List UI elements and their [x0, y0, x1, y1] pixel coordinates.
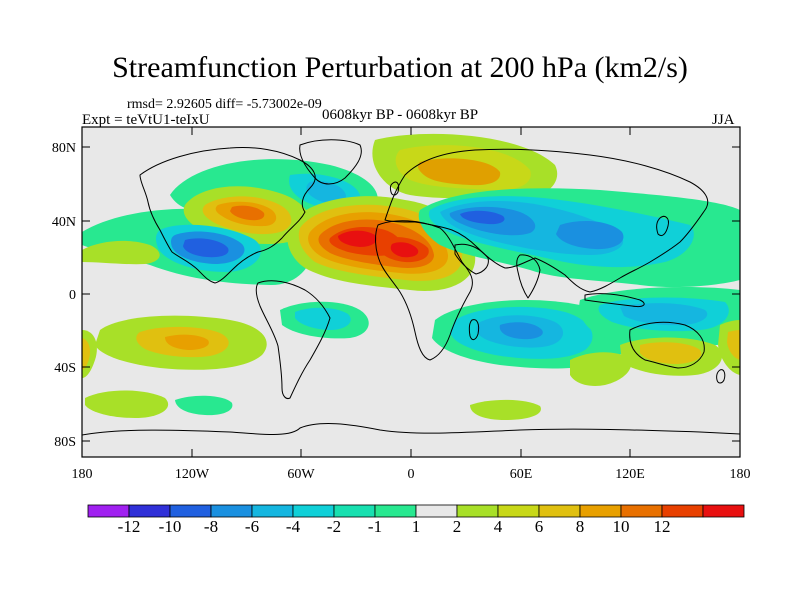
coastline-greenland [299, 139, 362, 185]
coastline-india [516, 254, 541, 299]
coastline-antarctica [82, 423, 740, 436]
colorbar-label: -10 [158, 517, 182, 536]
coastline-eurasia [384, 148, 709, 293]
x-tick-label: 120W [175, 467, 210, 482]
contour-australia-pos-4 [640, 342, 702, 364]
colorbar-swatch [128, 504, 171, 518]
y-tick-label: 80N [52, 141, 76, 156]
x-tick-label: 180 [72, 467, 93, 482]
colorbar-label: 12 [653, 517, 671, 536]
contour-indian-neg-6 [499, 322, 543, 340]
contour-canada-neg-4 [306, 180, 346, 204]
y-tick-label: 40S [54, 361, 76, 376]
chart-title: Streamfunction Perturbation at 200 hPa (… [112, 51, 688, 84]
x-tick-label: 60E [510, 467, 533, 482]
contour-southern-pos-1 [85, 390, 169, 418]
colorbar-swatch [374, 504, 417, 518]
contour-atlantic-pos-12 [338, 230, 377, 247]
colorbar-swatch [538, 504, 581, 518]
coastline-indonesia [584, 293, 645, 307]
colorbar-label: -12 [117, 517, 141, 536]
contour-southern-neg-1 [175, 395, 233, 416]
x-tick-label: 120E [615, 467, 645, 482]
contour-arctic-europe-6 [417, 158, 501, 186]
coastline-arabia [454, 243, 489, 275]
colorbar-swatch [169, 504, 212, 518]
x-tick-label: 0 [408, 467, 415, 482]
contour-spac-neg-4 [620, 303, 708, 326]
period-text: 0608kyr BP - 0608kyr BP [322, 107, 479, 123]
colorbar-swatch [210, 504, 253, 518]
contour-fill-layer [82, 133, 740, 420]
colorbar-swatch [87, 504, 130, 518]
coastline-madagascar [468, 319, 480, 341]
contour-mexico-neg-6 [183, 238, 229, 258]
contour-tropical-pac-pos [82, 240, 160, 265]
colorbar-swatch [333, 504, 376, 518]
coastline-north-america [139, 147, 316, 284]
coastline-africa [375, 220, 473, 361]
colorbar-label: -4 [285, 517, 301, 536]
season-text: JJA [712, 112, 735, 128]
colorbar-swatch [579, 504, 622, 518]
coastline-japan [656, 215, 669, 237]
contour-spacific-pos-6 [165, 334, 209, 350]
contour-easia-neg-6 [556, 220, 624, 250]
colorbar-label: -1 [367, 517, 383, 536]
contour-namerica-pos-8 [230, 205, 265, 221]
contour-southern-pos-2 [470, 399, 541, 420]
colorbar-swatch [251, 504, 294, 518]
colorbar-swatch [661, 504, 704, 518]
contour-sw-pac-pos-4 [82, 338, 90, 370]
coastline-south-america [255, 280, 331, 399]
contour-asia-neg-8 [460, 210, 505, 225]
experiment-text: Expt = teVtU1-teIxU [82, 112, 210, 128]
contour-s-indian-pos [570, 352, 632, 386]
colorbar-swatch [702, 504, 745, 518]
coastlines [82, 139, 740, 436]
contour-africa-pos-12 [390, 242, 419, 258]
colorbar [87, 504, 745, 518]
y-tick-labels: 80N 40N 0 40S 80S [52, 141, 76, 450]
coastline-australia [629, 321, 705, 369]
contour-satlantic-neg-2 [295, 307, 351, 330]
contour-wpac-neg [700, 230, 740, 262]
y-tick-label: 40N [52, 215, 76, 230]
x-tick-label: 180 [730, 467, 751, 482]
colorbar-label: -8 [203, 517, 219, 536]
coastline-new-zealand [716, 369, 726, 384]
colorbar-label: 10 [612, 517, 630, 536]
y-tick-label: 80S [54, 435, 76, 450]
colorbar-label: -6 [244, 517, 260, 536]
colorbar-label: 8 [575, 517, 585, 536]
colorbar-swatch [292, 504, 335, 518]
colorbar-label: 2 [452, 517, 462, 536]
axis-ticks [81, 127, 741, 457]
colorbar-label: 4 [493, 517, 503, 536]
coastline-uk [389, 181, 400, 196]
colorbar-label: 1 [411, 517, 421, 536]
contour-se-pac-pos-4 [727, 330, 740, 360]
colorbar-swatch [415, 504, 458, 518]
x-tick-labels: 180 120W 60W 0 60E 120E 180 [72, 467, 751, 482]
colorbar-label: 6 [534, 517, 544, 536]
colorbar-swatch [456, 504, 499, 518]
colorbar-swatch [620, 504, 663, 518]
colorbar-label: -2 [326, 517, 342, 536]
y-tick-label: 0 [69, 288, 76, 303]
colorbar-swatch [497, 504, 540, 518]
x-tick-label: 60W [287, 467, 315, 482]
stats-text: rmsd= 2.92605 diff= -5.73002e-09 [127, 97, 322, 112]
